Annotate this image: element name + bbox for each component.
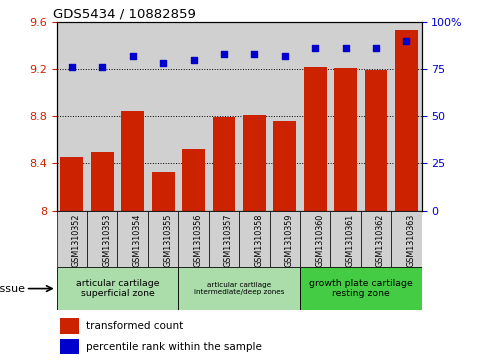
Point bbox=[372, 45, 380, 51]
Bar bbox=[364, 70, 387, 211]
Text: articular cartilage
intermediate/deep zones: articular cartilage intermediate/deep zo… bbox=[194, 282, 284, 295]
Bar bbox=[117, 22, 148, 211]
Bar bbox=[117, 211, 148, 267]
Bar bbox=[87, 211, 117, 267]
Bar bbox=[391, 22, 422, 211]
Bar bbox=[182, 149, 205, 211]
Bar bbox=[148, 22, 178, 211]
Text: GSM1310362: GSM1310362 bbox=[376, 213, 385, 267]
Bar bbox=[60, 339, 78, 354]
Bar bbox=[330, 211, 361, 267]
Bar bbox=[61, 158, 83, 211]
Bar bbox=[273, 121, 296, 211]
Bar bbox=[300, 267, 422, 310]
Bar bbox=[330, 22, 361, 211]
Bar bbox=[121, 111, 144, 211]
Bar bbox=[270, 22, 300, 211]
Bar bbox=[239, 211, 270, 267]
Point bbox=[281, 53, 288, 59]
Text: GSM1310356: GSM1310356 bbox=[193, 213, 203, 267]
Bar bbox=[243, 115, 266, 211]
Text: GSM1310354: GSM1310354 bbox=[133, 213, 141, 267]
Bar bbox=[395, 30, 418, 211]
Bar bbox=[212, 117, 235, 211]
Bar bbox=[91, 151, 114, 211]
Point bbox=[98, 64, 106, 70]
Text: articular cartilage
superficial zone: articular cartilage superficial zone bbox=[76, 279, 159, 298]
Point bbox=[250, 51, 258, 57]
Bar bbox=[209, 22, 239, 211]
Text: GSM1310353: GSM1310353 bbox=[102, 213, 111, 267]
Bar bbox=[270, 211, 300, 267]
Text: GSM1310359: GSM1310359 bbox=[284, 213, 294, 267]
Bar bbox=[178, 22, 209, 211]
Bar bbox=[334, 68, 357, 211]
Text: tissue: tissue bbox=[0, 284, 26, 294]
Point bbox=[159, 60, 167, 66]
Bar bbox=[148, 211, 178, 267]
Bar bbox=[60, 318, 78, 334]
Bar bbox=[57, 211, 87, 267]
Text: GSM1310358: GSM1310358 bbox=[254, 213, 263, 267]
Bar bbox=[87, 22, 117, 211]
Point bbox=[311, 45, 319, 51]
Text: growth plate cartilage
resting zone: growth plate cartilage resting zone bbox=[309, 279, 413, 298]
Bar bbox=[57, 22, 87, 211]
Point bbox=[129, 53, 137, 59]
Text: GSM1310355: GSM1310355 bbox=[163, 213, 172, 267]
Text: transformed count: transformed count bbox=[86, 321, 183, 331]
Bar bbox=[209, 211, 239, 267]
Bar bbox=[178, 211, 209, 267]
Point bbox=[402, 38, 410, 44]
Bar bbox=[361, 211, 391, 267]
Bar bbox=[300, 22, 330, 211]
Text: percentile rank within the sample: percentile rank within the sample bbox=[86, 342, 262, 352]
Bar bbox=[391, 211, 422, 267]
Text: GSM1310360: GSM1310360 bbox=[315, 213, 324, 266]
Bar bbox=[361, 22, 391, 211]
Bar bbox=[57, 267, 178, 310]
Point bbox=[342, 45, 350, 51]
Text: GSM1310361: GSM1310361 bbox=[346, 213, 354, 266]
Point bbox=[189, 57, 197, 62]
Bar bbox=[178, 267, 300, 310]
Text: GDS5434 / 10882859: GDS5434 / 10882859 bbox=[53, 8, 196, 21]
Point bbox=[68, 64, 76, 70]
Bar bbox=[304, 66, 326, 211]
Bar bbox=[152, 172, 175, 211]
Point bbox=[220, 51, 228, 57]
Text: GSM1310352: GSM1310352 bbox=[72, 213, 81, 267]
Text: GSM1310357: GSM1310357 bbox=[224, 213, 233, 267]
Bar bbox=[239, 22, 270, 211]
Text: GSM1310363: GSM1310363 bbox=[406, 213, 415, 266]
Bar bbox=[300, 211, 330, 267]
